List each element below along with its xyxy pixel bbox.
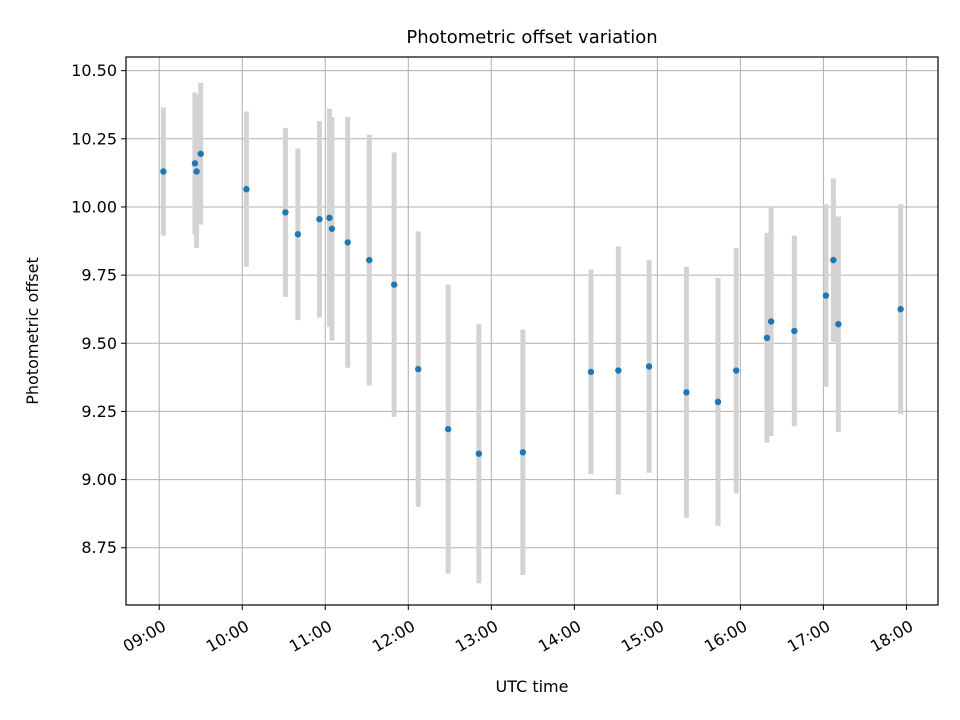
data-point xyxy=(683,389,690,396)
data-point xyxy=(791,327,798,335)
y-tick-label: 9.75 xyxy=(81,266,117,285)
data-point xyxy=(193,168,200,175)
data-point xyxy=(243,186,250,193)
data-point xyxy=(822,292,830,299)
chart-title: Photometric offset variation xyxy=(406,27,657,48)
data-point xyxy=(191,160,199,167)
data-point xyxy=(328,225,336,232)
data-point xyxy=(294,231,302,238)
data-point xyxy=(444,425,452,433)
grid xyxy=(126,57,938,605)
y-tick-label: 9.00 xyxy=(81,470,117,489)
data-point xyxy=(714,398,722,406)
data-point xyxy=(587,368,595,376)
data-point xyxy=(767,318,775,325)
data-point xyxy=(733,367,740,374)
data-point xyxy=(615,367,622,374)
y-tick-label: 10.50 xyxy=(71,61,117,80)
data-point xyxy=(160,168,167,175)
data-point xyxy=(366,256,373,264)
y-tick-label: 10.00 xyxy=(71,197,117,216)
plot-frame xyxy=(125,56,939,606)
data-point xyxy=(344,239,351,246)
data-points xyxy=(160,150,904,457)
data-point xyxy=(645,363,653,370)
data-point xyxy=(326,214,333,222)
y-axis: 8.75 9.00 9.25 9.50 9.75 10.00 10.25 10.50 xyxy=(71,61,126,557)
y-tick-label: 8.75 xyxy=(81,538,117,557)
y-tick-label: 9.25 xyxy=(81,402,117,421)
data-point xyxy=(415,365,422,373)
data-point xyxy=(197,150,204,157)
y-tick-label: 9.50 xyxy=(81,334,117,353)
data-point xyxy=(897,305,904,313)
data-point xyxy=(475,450,483,457)
y-axis-label: Photometric offset xyxy=(23,257,42,405)
data-point xyxy=(830,256,837,264)
y-tick-label: 10.25 xyxy=(71,129,117,148)
data-point xyxy=(390,281,398,288)
data-point xyxy=(519,449,527,456)
data-point xyxy=(835,320,842,328)
x-axis-label: UTC time xyxy=(496,677,569,696)
data-point xyxy=(316,216,323,223)
data-point xyxy=(282,209,289,216)
data-point xyxy=(763,334,771,342)
